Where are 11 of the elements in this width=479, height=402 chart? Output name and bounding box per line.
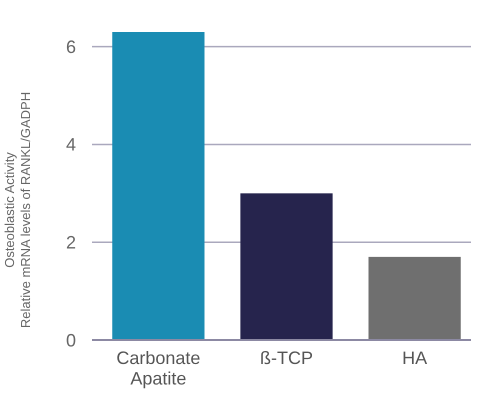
y-tick-label: 0: [66, 330, 76, 350]
x-tick-label: ß-TCP: [260, 348, 313, 368]
y-axis-title: Osteoblastic Activity Relative mRNA levels of RANKL/GADPH: [2, 92, 33, 328]
y-tick-label: 4: [66, 134, 76, 155]
bar: [112, 32, 204, 340]
y-tick-label: 2: [66, 232, 76, 253]
x-tick-label: HA: [402, 348, 428, 368]
bar: [368, 256, 461, 340]
bar: [240, 193, 333, 340]
x-tick-label: Carbonate Apatite: [116, 348, 200, 389]
y-tick-label: 6: [66, 36, 76, 57]
